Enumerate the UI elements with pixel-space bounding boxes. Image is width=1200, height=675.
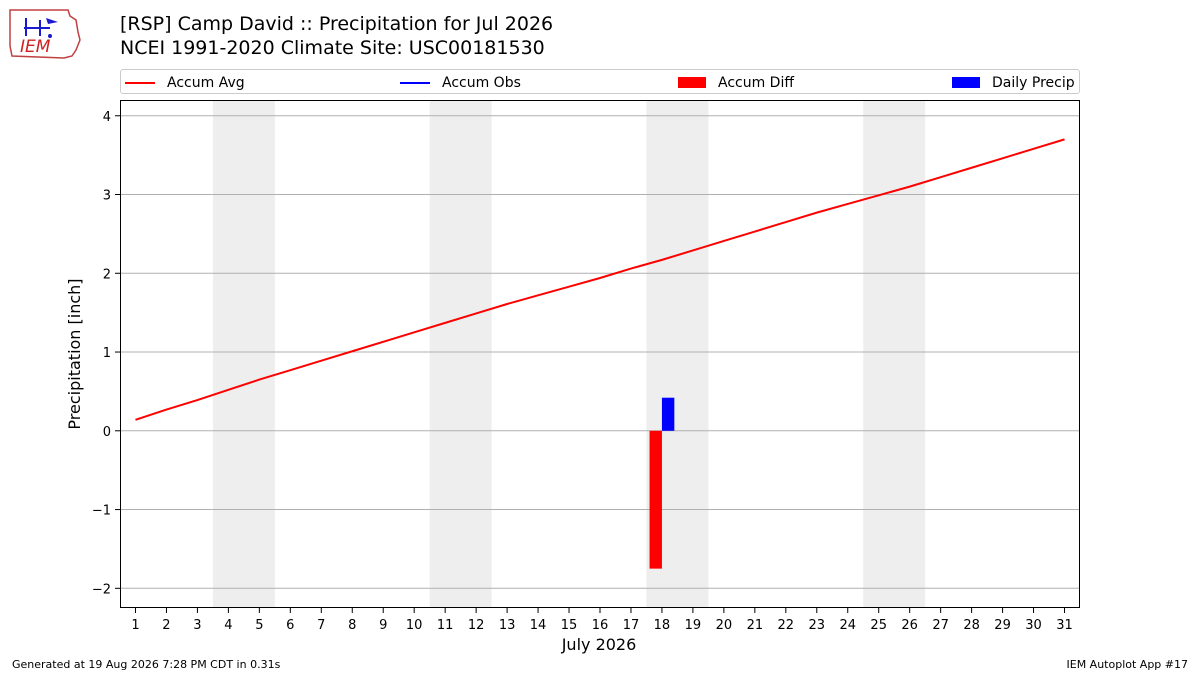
accum-diff-bar [649,430,662,569]
x-tick-label: 29 [994,618,1011,633]
weekend-span-0 [212,100,275,608]
logo-text: IEM [20,37,51,57]
lines [135,138,1065,421]
legend-swatch-accum-avg [125,81,155,84]
weekend-span-3 [863,100,926,608]
x-tick-label: 5 [255,618,263,633]
legend-label-accum-obs: Accum Obs [442,74,521,91]
x-tick-label: 21 [747,618,764,633]
x-tick-label: 24 [839,618,856,633]
x-tick-label: 13 [499,618,516,633]
weekend-shading [212,100,926,608]
app-label: IEM Autoplot App #17 [1066,658,1189,671]
x-tick-label: 25 [870,618,887,633]
x-tick-label: 22 [778,618,795,633]
legend-label-accum-diff: Accum Diff [718,74,795,91]
x-tick-label: 20 [716,618,733,633]
legend-item-accum-obs: Accum Obs [400,70,521,95]
x-axis-label: July 2026 [561,635,637,654]
x-tick-label: 2 [162,618,170,633]
legend-item-accum-avg: Accum Avg [125,70,245,95]
x-tick-label: 17 [623,618,640,633]
x-tick-label: 26 [901,618,918,633]
y-tick-label: 1 [103,346,111,361]
x-tick-label: 18 [654,618,671,633]
chart-title: [RSP] Camp David :: Precipitation for Ju… [120,12,553,60]
daily-precip-bar [661,397,675,431]
y-axis-label: Precipitation [inch] [65,278,84,429]
x-tick-label: 27 [932,618,949,633]
x-tick-label: 15 [561,618,578,633]
legend-label-daily-precip: Daily Precip [992,74,1075,91]
legend-swatch-accum-diff [678,77,706,88]
x-tick-label: 23 [809,618,826,633]
iem-logo-icon: IEM [6,6,82,60]
x-tick-label: 1 [131,618,139,633]
y-gridlines [120,115,1080,589]
x-tick-label: 11 [437,618,454,633]
weekend-span-1 [429,100,492,608]
x-tick-label: 19 [685,618,702,633]
x-tick-label: 14 [530,618,547,633]
generated-timestamp: Generated at 19 Aug 2026 7:28 PM CDT in … [12,658,281,671]
y-tick-label: 0 [103,425,111,440]
x-tick-label: 10 [406,618,423,633]
bars [649,397,675,569]
legend-swatch-accum-obs [400,81,430,84]
x-tick-label: 16 [592,618,609,633]
title-line-1: [RSP] Camp David :: Precipitation for Ju… [120,13,554,35]
x-tick-label: 4 [224,618,232,633]
y-tick-label: −1 [92,504,111,519]
legend: Accum Avg Accum Obs Accum Diff Daily Pre… [120,69,1080,94]
title-line-2: NCEI 1991-2020 Climate Site: USC00181530 [120,37,545,59]
y-tick-label: −2 [92,582,111,597]
x-tick-label: 8 [348,618,356,633]
x-tick-label: 31 [1056,618,1073,633]
y-tick-label: 4 [103,110,111,125]
x-tick-label: 7 [317,618,325,633]
legend-label-accum-avg: Accum Avg [167,74,245,91]
x-tick-label: 30 [1025,618,1042,633]
x-tick-label: 28 [963,618,980,633]
x-tick-label: 9 [379,618,387,633]
legend-item-daily-precip: Daily Precip [952,70,1075,95]
y-tick-label: 2 [103,267,111,282]
y-tick-label: 3 [103,189,111,204]
x-tick-label: 3 [193,618,201,633]
x-tick-label: 6 [286,618,294,633]
x-tick-label: 12 [468,618,485,633]
legend-swatch-daily-precip [952,77,980,88]
legend-item-accum-diff: Accum Diff [678,70,794,95]
plot-frame [120,100,1080,608]
